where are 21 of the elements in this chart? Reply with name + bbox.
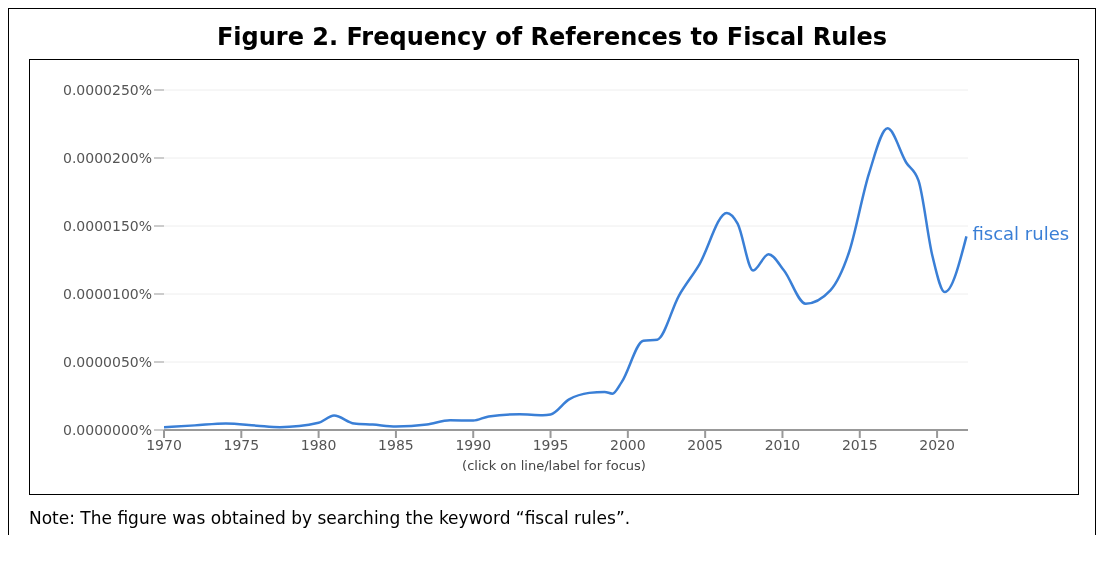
x-tick-label: 1985 [378, 436, 414, 453]
x-tick-label: 1990 [455, 436, 492, 453]
y-tick-label: 0.0000250% [62, 81, 152, 98]
y-tick-label: 0.0000000% [62, 421, 152, 438]
text: Note: The figure was obtained by searching the keyword “fiscal rules”. [29, 507, 632, 530]
x-tick-label: 1980 [300, 436, 337, 453]
y-tick-label: 0.0000150% [62, 217, 152, 234]
x-tick-label: 2015 [841, 436, 878, 453]
x-tick-label: 1970 [146, 436, 182, 453]
x-tick-label: 1995 [532, 436, 569, 453]
x-tick-label: 2010 [764, 436, 801, 453]
y-tick-label: 0.0000100% [62, 285, 152, 302]
chart-title: Figure 2. Frequency of References to Fiscal Rules [215, 22, 888, 53]
x-tick-label: 2005 [687, 436, 723, 453]
x-tick-label: 2000 [610, 436, 646, 453]
x-tick-label: 2020 [919, 436, 955, 453]
x-tick-label: 1975 [223, 436, 260, 453]
y-tick-label: 0.0000200% [62, 149, 152, 166]
series-label: fiscal rules [972, 223, 1070, 245]
text: (click on line/label for focus) [461, 458, 647, 473]
y-tick-label: 0.0000050% [62, 353, 152, 370]
